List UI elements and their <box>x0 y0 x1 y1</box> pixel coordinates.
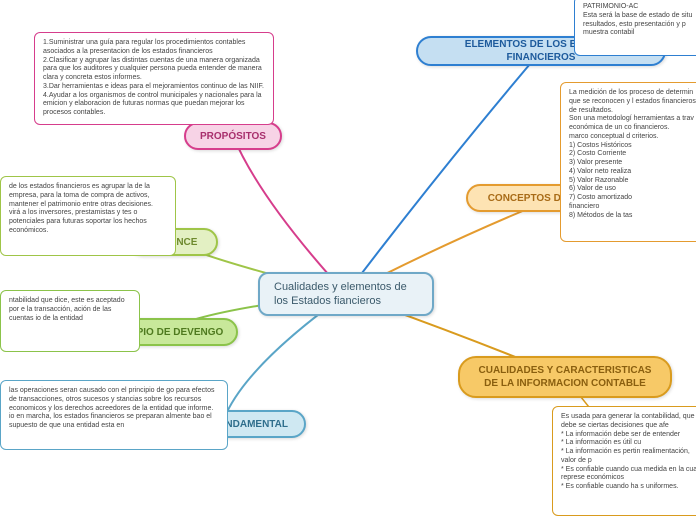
node-propositos[interactable]: PROPÓSITOS <box>184 122 282 150</box>
detail-elementos_d: PATRIMONIO-AC Esta será la base de estad… <box>574 0 696 56</box>
detail-text-medicion_d: La medición de los proceso de determin q… <box>569 89 696 219</box>
detail-hipotesis_d: las operaciones seran causado con el pri… <box>0 380 228 450</box>
node-label-cualidades: CUALIDADES Y CARACTERISTICAS DE LA INFOR… <box>472 364 658 390</box>
detail-propositos_d: 1.Suministrar una guía para regular los … <box>34 32 274 125</box>
center-label: Cualidades y elementos de los Estados fi… <box>274 280 418 309</box>
detail-text-alcance_d: de los estados financieros es agrupar la… <box>9 183 153 234</box>
detail-cualidades_d: Es usada para generar la contabilidad, q… <box>552 406 696 516</box>
center-node[interactable]: Cualidades y elementos de los Estados fi… <box>258 272 434 316</box>
detail-alcance_d: de los estados financieros es agrupar la… <box>0 176 176 256</box>
node-cualidades[interactable]: CUALIDADES Y CARACTERISTICAS DE LA INFOR… <box>458 356 672 398</box>
detail-text-devengo_d: ntabilidad que dice, este es aceptado po… <box>9 297 127 322</box>
detail-text-cualidades_d: Es usada para generar la contabilidad, q… <box>561 413 696 490</box>
node-label-propositos: PROPÓSITOS <box>200 130 266 143</box>
detail-devengo_d: ntabilidad que dice, este es aceptado po… <box>0 290 140 352</box>
detail-text-hipotesis_d: las operaciones seran causado con el pri… <box>9 387 216 429</box>
detail-text-elementos_d: PATRIMONIO-AC Esta será la base de estad… <box>583 3 694 36</box>
detail-text-propositos_d: 1.Suministrar una guía para regular los … <box>43 39 264 116</box>
detail-medicion_d: La medición de los proceso de determin q… <box>560 82 696 242</box>
